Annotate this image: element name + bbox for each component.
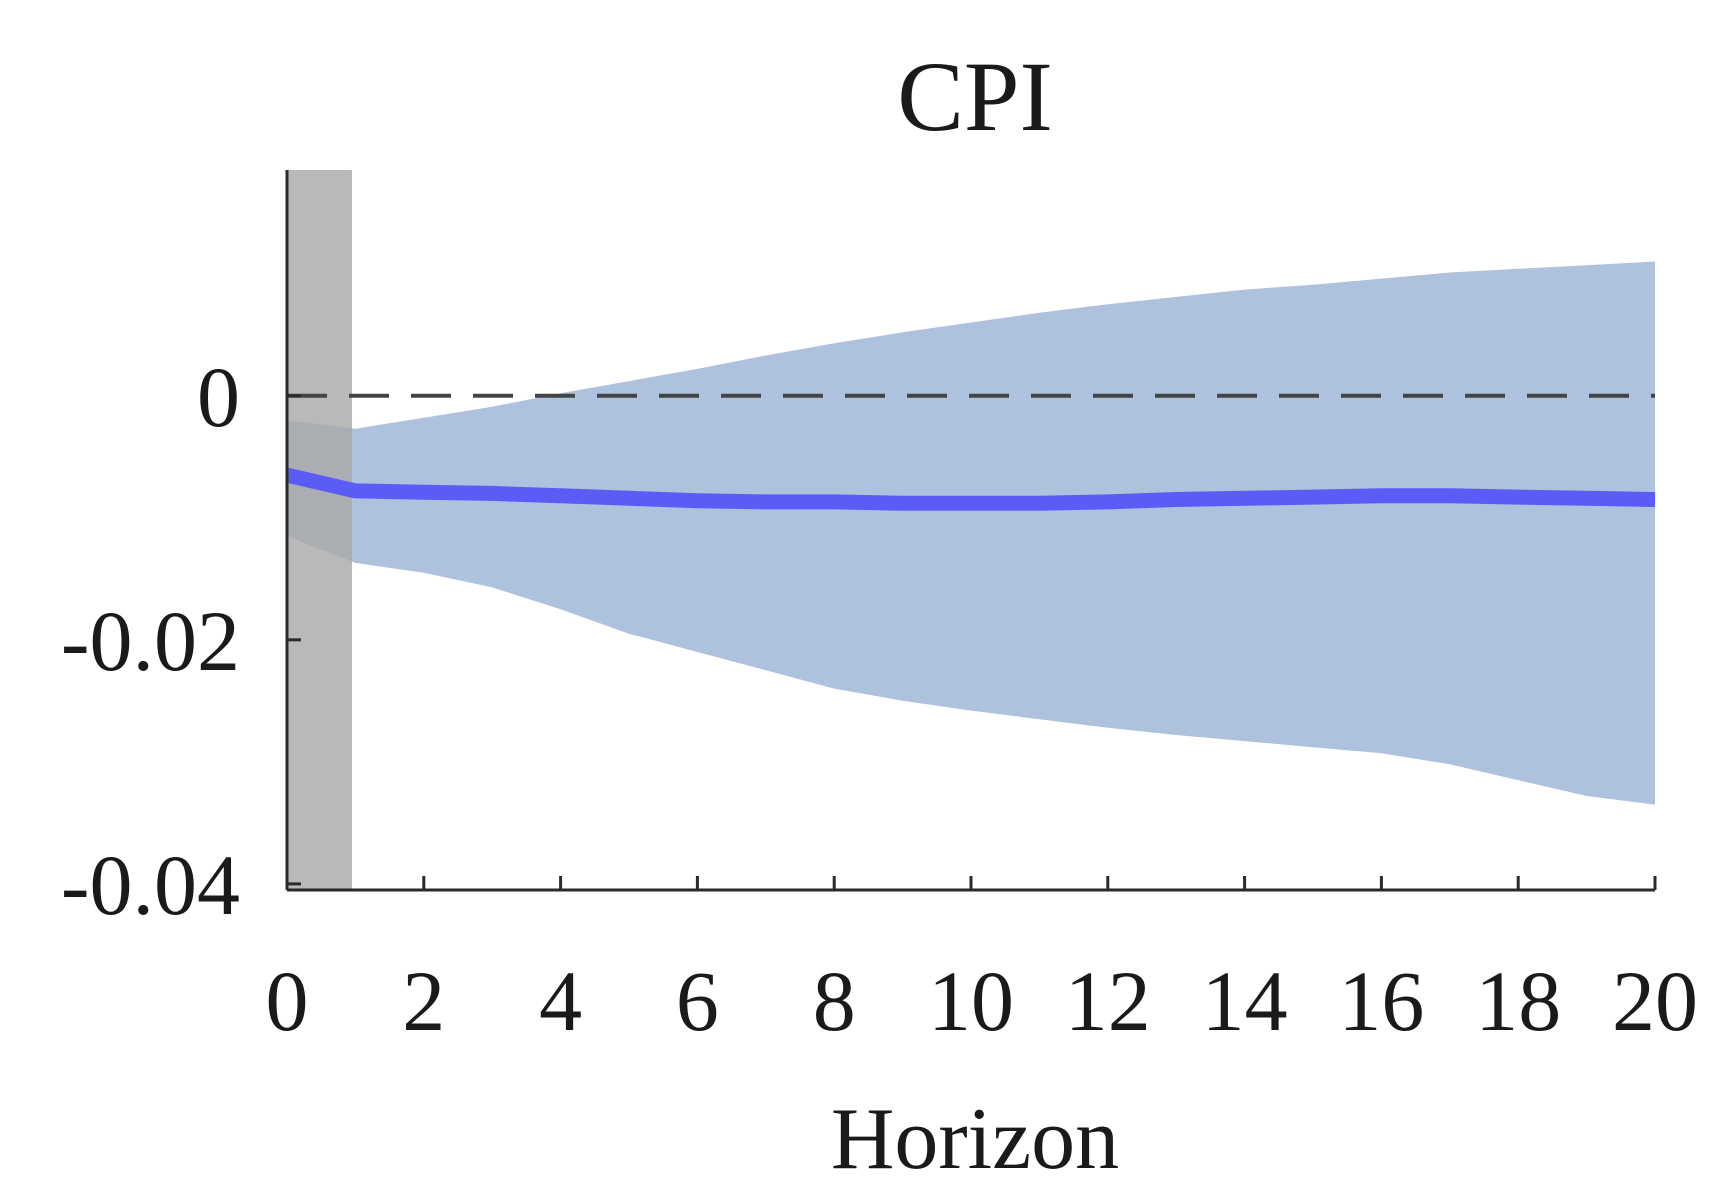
x-tick-label: 12 [1065, 953, 1151, 1049]
y-tick-label: -0.02 [61, 593, 240, 689]
x-tick-label: 16 [1338, 953, 1424, 1049]
x-tick-label: 18 [1475, 953, 1561, 1049]
x-tick-label: 0 [266, 953, 309, 1049]
x-tick-label: 10 [928, 953, 1014, 1049]
x-axis-title: Horizon [831, 1091, 1119, 1188]
x-tick-label: 20 [1612, 953, 1698, 1049]
y-tick-label: 0 [197, 349, 240, 445]
x-tick-label: 6 [676, 953, 719, 1049]
series-line [285, 467, 1656, 511]
x-tick-label: 4 [539, 953, 582, 1049]
plot-area: 0 2 4 6 8 10 12 14 16 18 200-0.02-0.04 [61, 170, 1698, 1049]
x-tick-label: 14 [1202, 953, 1288, 1049]
x-tick-label: 8 [813, 953, 856, 1049]
chart-title: CPI [897, 41, 1053, 152]
x-tick-label: 2 [402, 953, 445, 1049]
shaded-period [287, 170, 352, 890]
y-tick-label: -0.04 [61, 837, 240, 933]
confidence-band [287, 261, 1655, 805]
